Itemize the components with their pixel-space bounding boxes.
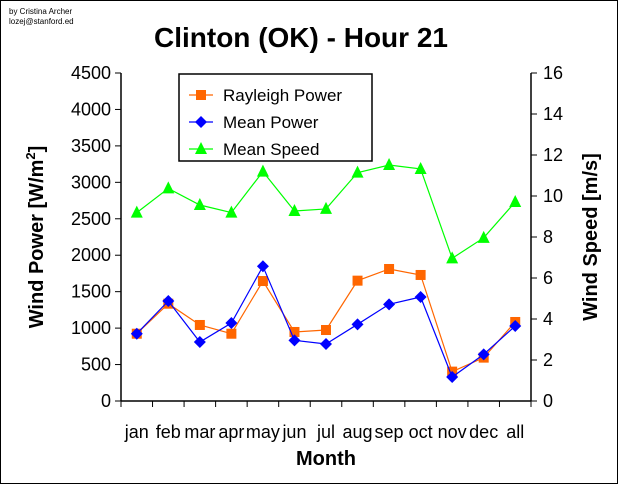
mean-power-point	[225, 317, 238, 330]
mean-power-point	[414, 290, 427, 303]
y2-tick-label: 14	[543, 104, 563, 124]
rayleigh-power-line	[136, 268, 516, 373]
rayleigh-power-point	[321, 325, 331, 336]
y-tick-label: 4500	[71, 63, 111, 83]
mean-power-point	[446, 371, 459, 384]
x-tick-label: apr	[218, 422, 244, 442]
rayleigh-power-point	[352, 275, 363, 286]
legend-marker-mean-power	[195, 116, 207, 128]
y-tick-label: 0	[101, 391, 111, 411]
x-tick-label: sep	[375, 422, 404, 442]
mean-speed-point	[351, 165, 364, 178]
mean-speed-point	[162, 181, 175, 194]
mean-power-point	[477, 348, 490, 361]
credit: by Cristina Archer lozej@stanford.ed	[9, 7, 74, 27]
mean-power-point	[162, 294, 175, 307]
y-tick-label: 500	[81, 355, 111, 375]
legend-marker-mean-speed	[195, 142, 207, 154]
y2-tick-label: 8	[543, 227, 553, 247]
y2-tick-label: 12	[543, 145, 563, 165]
x-tick-label: may	[246, 422, 280, 442]
rayleigh-power-point	[415, 269, 426, 280]
y-axis-title: Wind Power [W/m2]	[23, 146, 48, 329]
mean-speed-point	[477, 230, 490, 243]
y2-tick-label: 6	[543, 268, 553, 288]
x-tick-label: jan	[124, 422, 149, 442]
y2-tick-label: 16	[543, 63, 563, 83]
mean-speed-point	[509, 194, 522, 207]
mean-speed-point	[256, 164, 269, 177]
mean-speed-point	[320, 201, 332, 214]
y-tick-label: 3500	[71, 136, 111, 156]
rayleigh-power-point	[384, 263, 395, 274]
mean-speed-point	[446, 251, 459, 264]
mean-speed-point	[288, 203, 301, 216]
y-tick-label: 2500	[71, 209, 111, 229]
y-tick-label: 4000	[71, 99, 111, 119]
legend-label-rayleigh-power: Rayleigh Power	[223, 86, 342, 105]
x-tick-label: dec	[469, 422, 498, 442]
legend-marker-rayleigh-power	[196, 90, 206, 100]
mean-speed-point	[225, 205, 238, 218]
y2-tick-label: 4	[543, 309, 553, 329]
mean-speed-point	[383, 158, 396, 171]
mean-power-point	[256, 260, 269, 273]
y-tick-label: 3000	[71, 172, 111, 192]
mean-power-point	[383, 298, 396, 311]
mean-power-point	[288, 334, 301, 347]
mean-speed-point	[130, 205, 143, 218]
mean-speed-point	[414, 161, 427, 174]
mean-power-point	[320, 338, 332, 351]
x-tick-label: all	[506, 422, 524, 442]
legend-box	[178, 73, 373, 162]
rayleigh-power-point	[257, 276, 268, 287]
legend-label-mean-speed: Mean Speed	[223, 140, 319, 159]
mean-power-line	[136, 264, 516, 378]
mean-power-point	[130, 327, 143, 340]
x-axis-title: Month	[296, 448, 356, 470]
y2-tick-label: 2	[543, 350, 553, 370]
credit-email: lozej@stanford.ed	[9, 17, 74, 26]
rayleigh-power-point	[226, 328, 237, 339]
x-tick-label: jul	[316, 422, 335, 442]
y-tick-label: 1000	[71, 318, 111, 338]
x-tick-label: feb	[156, 422, 181, 442]
y2-tick-label: 0	[543, 391, 553, 411]
y-tick-label: 1500	[71, 282, 111, 302]
rayleigh-power-point	[289, 326, 300, 337]
mean-power-point	[351, 318, 364, 331]
rayleigh-power-point	[194, 319, 205, 330]
credit-author: by Cristina Archer	[9, 7, 73, 16]
chart-title: Clinton (OK) - Hour 21	[154, 22, 448, 53]
legend-label-mean-power: Mean Power	[223, 113, 319, 132]
x-tick-label: oct	[409, 422, 433, 442]
mean-power-point	[193, 336, 206, 349]
mean-speed-point	[193, 198, 206, 211]
x-tick-label: jun	[281, 422, 306, 442]
y-tick-label: 2000	[71, 245, 111, 265]
x-tick-label: nov	[438, 422, 467, 442]
y2-axis-title: Wind Speed [m/s]	[580, 153, 602, 321]
y2-tick-label: 10	[543, 186, 563, 206]
mean-power-point	[509, 319, 522, 332]
x-tick-label: aug	[343, 422, 373, 442]
x-tick-label: mar	[184, 422, 215, 442]
